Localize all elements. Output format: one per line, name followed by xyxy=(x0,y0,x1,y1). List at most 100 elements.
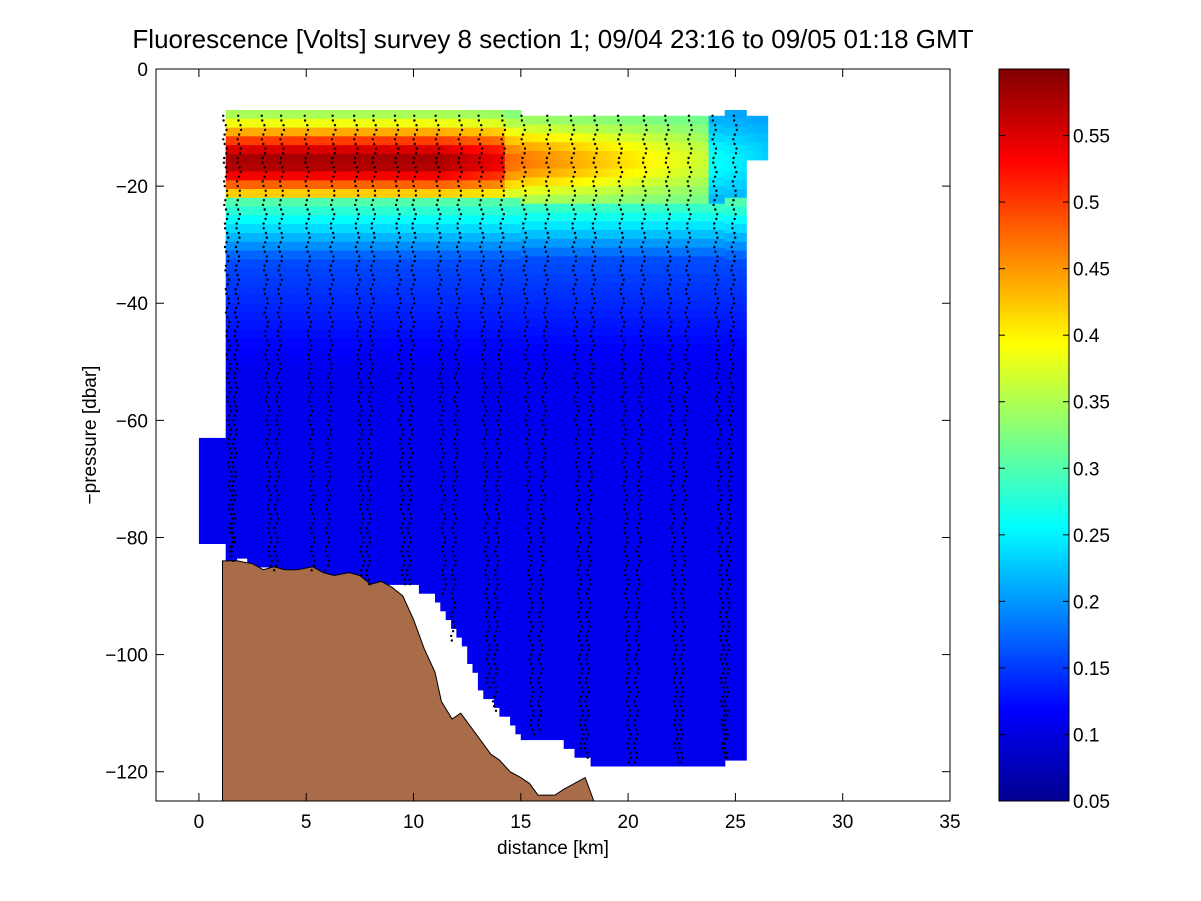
field-cell xyxy=(327,391,334,401)
field-cell xyxy=(644,528,651,539)
field-cell xyxy=(526,555,533,565)
field-cell xyxy=(622,370,629,380)
field-cell xyxy=(316,241,323,252)
field-cell xyxy=(595,704,602,714)
field-cell xyxy=(402,250,409,260)
field-cell xyxy=(445,549,452,559)
field-cell xyxy=(429,110,436,120)
field-cell xyxy=(526,186,533,196)
field-cell xyxy=(579,669,586,679)
field-cell xyxy=(547,133,554,143)
field-cell xyxy=(274,382,280,392)
field-cell xyxy=(445,180,452,190)
field-cell xyxy=(370,180,377,190)
field-cell xyxy=(333,549,339,559)
field-cell xyxy=(241,153,248,164)
field-cell xyxy=(241,364,248,375)
field-cell xyxy=(579,537,586,547)
field-cell xyxy=(322,197,329,208)
field-cell xyxy=(622,590,629,600)
field-cell xyxy=(483,566,490,577)
field-cell xyxy=(520,511,527,521)
field-cell xyxy=(488,549,495,559)
field-cell xyxy=(284,461,291,471)
field-cell xyxy=(467,145,474,155)
field-cell xyxy=(553,203,559,214)
field-cell xyxy=(290,320,297,331)
field-cell xyxy=(520,440,527,451)
field-cell xyxy=(547,230,554,240)
field-cell xyxy=(526,519,533,530)
field-cell xyxy=(322,110,329,120)
field-cell xyxy=(268,233,275,243)
field-cell xyxy=(547,669,554,679)
field-cell xyxy=(477,522,484,533)
field-cell xyxy=(279,250,286,260)
field-cell xyxy=(322,426,329,436)
field-cell xyxy=(569,484,576,495)
field-cell xyxy=(638,739,645,749)
field-cell xyxy=(585,599,592,609)
field-cell xyxy=(322,180,329,190)
field-cell xyxy=(284,417,291,427)
field-cell xyxy=(392,241,399,252)
field-cell xyxy=(472,373,479,383)
field-cell xyxy=(633,484,640,495)
field-cell xyxy=(590,739,597,749)
field-cell xyxy=(612,555,618,565)
field-cell xyxy=(526,361,533,372)
field-cell xyxy=(606,476,613,486)
field-cell xyxy=(644,194,651,205)
field-cell xyxy=(483,619,490,629)
field-cell xyxy=(628,326,635,337)
field-cell xyxy=(461,110,468,120)
field-cell xyxy=(612,124,618,134)
field-cell xyxy=(402,259,409,269)
field-cell xyxy=(515,294,522,304)
field-cell xyxy=(547,721,554,732)
field-cell xyxy=(306,215,313,225)
field-cell xyxy=(488,241,495,252)
field-cell xyxy=(638,651,645,662)
field-cell xyxy=(601,423,608,433)
field-cell xyxy=(574,238,581,249)
field-cell xyxy=(472,294,479,304)
field-cell xyxy=(257,531,264,541)
field-cell xyxy=(579,511,586,521)
field-cell xyxy=(520,177,527,187)
field-cell xyxy=(638,686,645,697)
field-cell xyxy=(467,171,474,181)
field-cell xyxy=(606,300,613,310)
field-cell xyxy=(558,379,565,389)
field-cell xyxy=(622,159,629,170)
field-cell xyxy=(236,461,243,471)
field-cell xyxy=(510,259,517,269)
field-cell xyxy=(322,435,329,445)
field-cell xyxy=(429,189,436,199)
field-cell xyxy=(499,417,506,427)
field-cell xyxy=(574,590,581,600)
field-cell xyxy=(633,370,640,380)
field-cell xyxy=(392,461,399,471)
field-cell xyxy=(435,320,441,331)
field-cell xyxy=(579,476,586,486)
field-cell xyxy=(290,443,297,454)
field-cell xyxy=(483,329,490,339)
field-cell xyxy=(520,502,527,512)
field-cell xyxy=(569,599,576,609)
field-cell xyxy=(563,353,570,363)
field-cell xyxy=(595,502,602,512)
field-cell xyxy=(349,505,356,515)
field-cell xyxy=(424,285,431,296)
field-cell xyxy=(595,265,602,275)
field-cell xyxy=(392,206,399,216)
field-cell xyxy=(633,203,640,214)
field-cell xyxy=(472,619,479,629)
field-cell xyxy=(386,522,393,533)
field-cell xyxy=(247,355,254,366)
field-cell xyxy=(494,294,500,304)
field-cell xyxy=(515,399,522,410)
field-cell xyxy=(204,481,211,492)
field-cell xyxy=(316,505,323,515)
field-cell xyxy=(638,572,645,582)
